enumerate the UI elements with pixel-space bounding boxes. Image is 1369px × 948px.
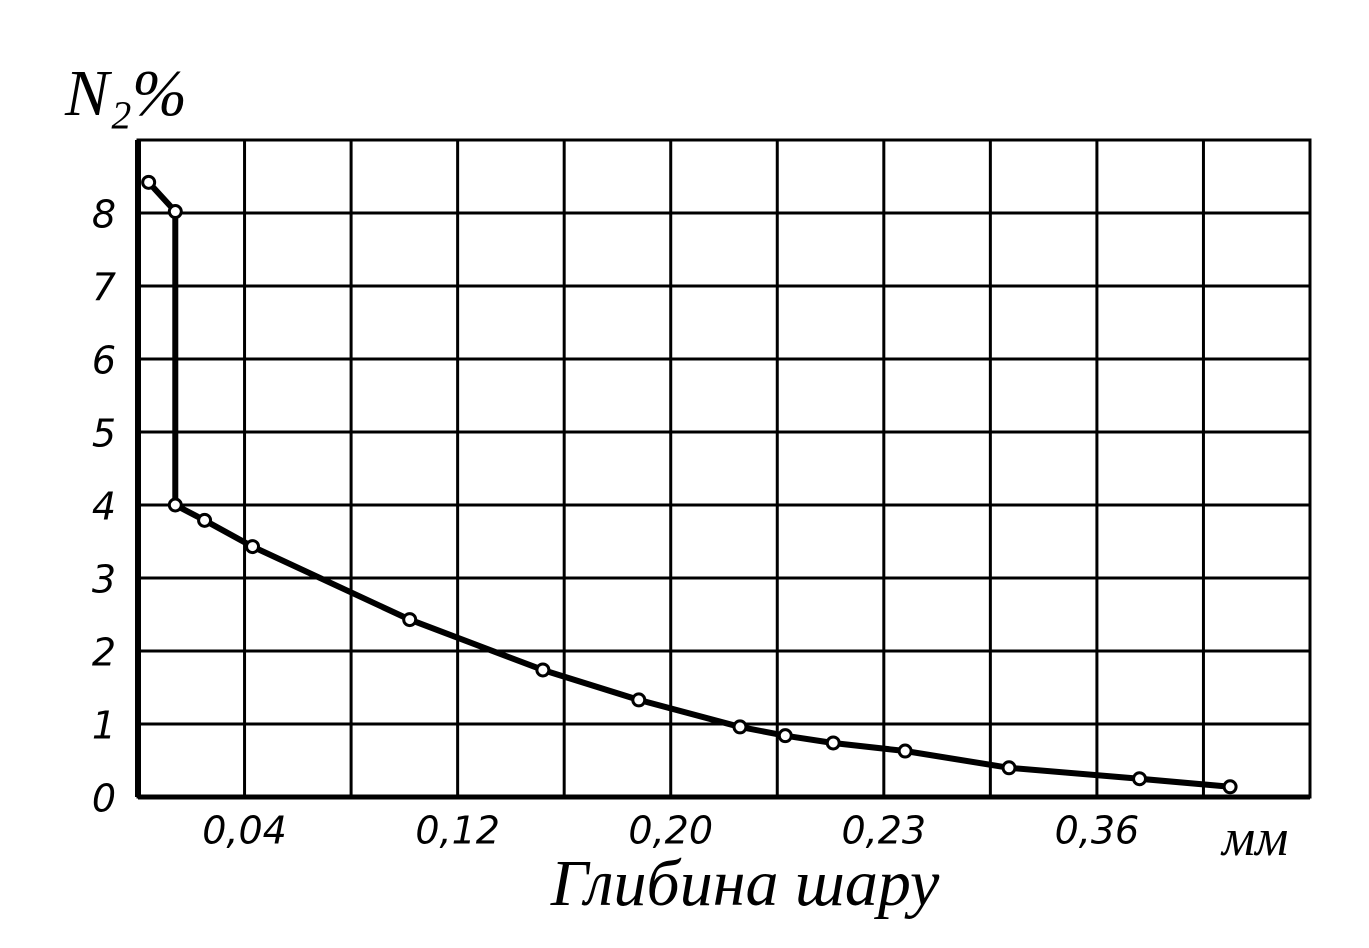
data-point	[1222, 779, 1238, 795]
y-axis-label: N₂%	[64, 57, 187, 130]
data-line	[146, 180, 1231, 790]
x-axis-label: Глибина шару	[550, 847, 940, 920]
data-point	[402, 612, 418, 628]
y-tick-label: 4	[92, 485, 116, 529]
x-tick-label: 0,04	[202, 809, 287, 853]
y-tick-label: 8	[92, 193, 116, 237]
x-tick-label: 0,12	[415, 809, 500, 853]
y-tick-label: 3	[92, 558, 116, 602]
y-tick-label: 2	[92, 631, 116, 675]
plot-frame	[136, 138, 1312, 799]
x-tick-label: 0,20	[628, 809, 713, 853]
data-point	[535, 662, 551, 678]
y-tick-label: 0	[92, 777, 116, 821]
data-point	[1132, 771, 1148, 787]
data-point	[825, 735, 841, 751]
data-point	[777, 728, 793, 744]
x-tick-label: 0,36	[1055, 809, 1140, 853]
y-tick-label: 5	[92, 412, 116, 456]
data-point	[167, 204, 183, 220]
y-tick-label: 6	[92, 339, 116, 383]
data-point	[197, 512, 213, 528]
x-tick-label: 0,23	[842, 809, 927, 853]
data-point	[167, 497, 183, 513]
data-point	[897, 743, 913, 759]
y-tick-label: 1	[92, 704, 116, 748]
data-point	[732, 719, 748, 735]
data-point	[141, 174, 157, 190]
x-unit: мм	[1220, 810, 1288, 867]
data-point	[631, 692, 647, 708]
data-point	[245, 539, 261, 555]
data-point	[1001, 760, 1017, 776]
y-tick-label: 7	[92, 266, 116, 310]
